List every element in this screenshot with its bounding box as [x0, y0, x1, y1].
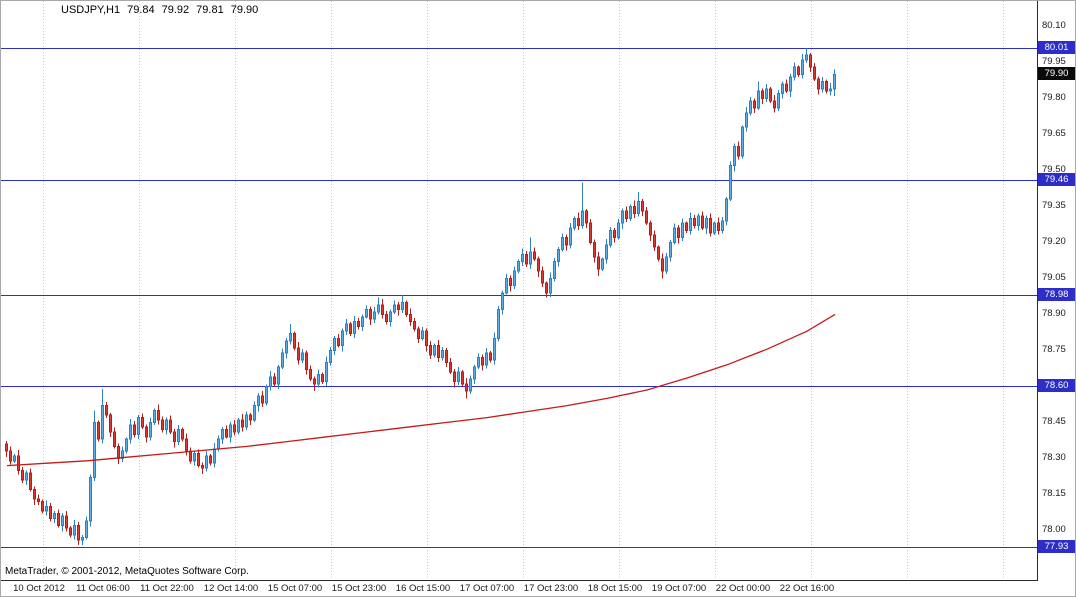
- price-tick-label: 79.20: [1042, 236, 1066, 248]
- quote-low-value: 79.81: [196, 4, 224, 16]
- price-tick-label: 78.75: [1042, 344, 1066, 356]
- grid-layer: [43, 1, 1004, 580]
- time-axis-label: 17 Oct 07:00: [459, 583, 515, 594]
- time-axis-label: 19 Oct 07:00: [651, 583, 707, 594]
- chart-canvas[interactable]: [1, 1, 1037, 580]
- time-axis-label: 16 Oct 15:00: [395, 583, 451, 594]
- price-tick-label: 78.45: [1042, 416, 1066, 428]
- quote-open-value: 79.84: [127, 4, 155, 16]
- time-axis-label: 10 Oct 2012: [13, 583, 65, 594]
- time-axis-label: 15 Oct 07:00: [267, 583, 323, 594]
- time-axis-label: 15 Oct 23:00: [331, 583, 387, 594]
- price-tick-label: 78.90: [1042, 308, 1066, 320]
- time-axis-label: 11 Oct 06:00: [76, 583, 130, 594]
- level-lines-layer: [1, 48, 1037, 548]
- time-axis-label: 22 Oct 00:00: [715, 583, 771, 594]
- moving-average-line: [6, 313, 836, 467]
- quote-high-value: 79.92: [161, 4, 190, 16]
- level-price-badge: 78.98: [1038, 288, 1075, 302]
- time-axis-label: 18 Oct 15:00: [587, 583, 643, 594]
- price-tick-label: 79.50: [1042, 164, 1066, 176]
- price-tick-label: 79.35: [1042, 200, 1066, 212]
- time-axis-label: 22 Oct 16:00: [779, 583, 835, 594]
- level-price-badge: 80.01: [1038, 41, 1075, 54]
- price-tick-label: 78.15: [1042, 488, 1066, 500]
- level-price-badge: 77.93: [1038, 540, 1075, 554]
- level-price-badge: 79.46: [1038, 173, 1075, 186]
- price-axis[interactable]: 80.10 79.95 79.80 79.65 79.50 79.35 79.20 79.05…: [1038, 1, 1075, 581]
- quote-close-value: 79.90: [230, 4, 259, 16]
- time-axis[interactable]: 10 Oct 2012 11 Oct 06:00 11 Oct 22:00 12 Oc…: [1, 582, 1038, 596]
- time-axis-label: 11 Oct 22:00: [140, 583, 194, 594]
- current-price-badge: 79.90: [1038, 67, 1075, 81]
- price-tick-label: 80.10: [1042, 20, 1066, 32]
- time-axis-label: 12 Oct 14:00: [203, 583, 259, 594]
- chart-plot-area[interactable]: USDJPY,H1 79.84 79.92 79.81 79.90 MetaTrader…: [1, 1, 1038, 581]
- quote-label: USDJPY,H1 79.84 79.92 79.81 79.90: [61, 4, 265, 16]
- symbol-timeframe-label: USDJPY,H1: [61, 4, 121, 16]
- price-tick-label: 78.30: [1042, 452, 1066, 464]
- price-tick-label: 79.95: [1042, 56, 1066, 68]
- price-tick-label: 79.05: [1042, 272, 1066, 284]
- price-tick-label: 79.65: [1042, 128, 1066, 140]
- candles-layer: [5, 48, 836, 545]
- level-price-badge: 78.60: [1038, 379, 1075, 393]
- price-tick-label: 78.00: [1042, 524, 1066, 536]
- price-tick-label: 79.80: [1042, 92, 1066, 104]
- time-axis-label: 17 Oct 23:00: [523, 583, 579, 594]
- copyright-text: MetaTrader, © 2001-2012, MetaQuotes Soft…: [5, 566, 249, 577]
